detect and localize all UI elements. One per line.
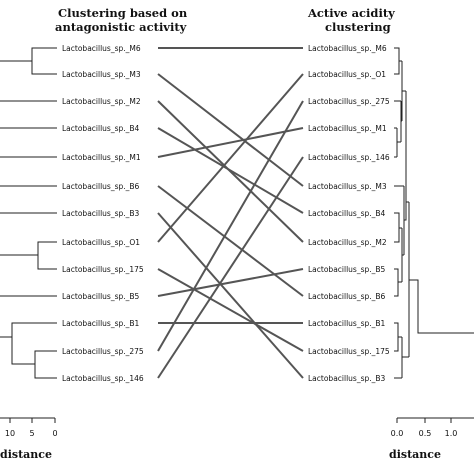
left-branch-o1-175 <box>0 241 57 270</box>
connector-b3 <box>157 212 304 379</box>
left-leaf-m3: Lactobacillus_sp._M3 <box>62 70 141 79</box>
connector-b4 <box>157 127 304 214</box>
right-leaf-275: Lactobacillus_sp._275 <box>308 97 390 106</box>
connector-lines <box>157 47 304 379</box>
left-axis-line <box>0 417 56 423</box>
right-leaf-b4: Lactobacillus_sp._B4 <box>308 209 386 218</box>
left-leaf-146: Lactobacillus_sp._146 <box>62 374 144 383</box>
right-leaf-b5: Lactobacillus_sp._B5 <box>308 265 386 274</box>
connector-146 <box>157 156 304 379</box>
connector-m1 <box>157 127 304 158</box>
connector-o1 <box>157 73 304 243</box>
right-cluster-top <box>394 47 409 297</box>
left-branch-b1-275-146 <box>0 322 57 379</box>
left-axis-label: distance <box>0 448 52 461</box>
right-leaf-o1: Lactobacillus_sp._O1 <box>308 70 386 79</box>
right-leaf-146: Lactobacillus_sp._146 <box>308 153 390 162</box>
left-axis-tick-5: 5 <box>29 429 34 438</box>
left-axis-tick-10: 10 <box>5 429 15 438</box>
right-dendrogram <box>394 47 474 379</box>
left-leaf-b5: Lactobacillus_sp._B5 <box>62 292 140 301</box>
right-cluster-bottom <box>394 202 474 379</box>
right-leaf-175: Lactobacillus_sp._175 <box>308 347 390 356</box>
left-leaf-b6: Lactobacillus_sp._B6 <box>62 182 140 191</box>
connector-b6 <box>157 185 304 297</box>
left-leaf-b1: Lactobacillus_sp._B1 <box>62 319 140 328</box>
right-leaf-b6: Lactobacillus_sp._B6 <box>308 292 386 301</box>
left-leaf-labels: Lactobacillus_sp._M6 Lactobacillus_sp._M3… <box>62 44 144 383</box>
left-axis: 10 5 0 distance <box>0 417 58 461</box>
right-axis-tick-0: 0.0 <box>391 429 404 438</box>
left-title-line1: Clustering based on <box>58 6 188 20</box>
left-axis-tick-0: 0 <box>52 429 57 438</box>
left-leaf-b3: Lactobacillus_sp._B3 <box>62 209 140 218</box>
right-leaf-m1: Lactobacillus_sp._M1 <box>308 124 387 133</box>
right-leaf-m2: Lactobacillus_sp._M2 <box>308 238 387 247</box>
right-leaf-b1: Lactobacillus_sp._B1 <box>308 319 386 328</box>
connector-275 <box>157 100 304 352</box>
right-title-line1: Active acidity <box>307 6 395 20</box>
left-leaf-b4: Lactobacillus_sp._B4 <box>62 124 140 133</box>
left-leaf-m6: Lactobacillus_sp._M6 <box>62 44 141 53</box>
connector-m3 <box>157 73 304 187</box>
right-axis: 0.0 0.5 1.0 distance <box>389 417 474 461</box>
right-axis-label: distance <box>389 448 441 461</box>
connector-175 <box>157 268 304 352</box>
left-leaf-175: Lactobacillus_sp._175 <box>62 265 144 274</box>
right-leaf-labels: Lactobacillus_sp._M6 Lactobacillus_sp._O1… <box>308 44 390 383</box>
left-leaf-275: Lactobacillus_sp._275 <box>62 347 144 356</box>
right-axis-tick-05: 0.5 <box>419 429 432 438</box>
left-dendrogram <box>0 47 57 379</box>
right-leaf-m6: Lactobacillus_sp._M6 <box>308 44 387 53</box>
right-axis-line <box>396 417 474 423</box>
left-leaf-m1: Lactobacillus_sp._M1 <box>62 153 141 162</box>
connector-b5 <box>157 268 304 297</box>
right-axis-tick-1: 1.0 <box>445 429 458 438</box>
right-leaf-b3: Lactobacillus_sp._B3 <box>308 374 386 383</box>
right-title-line2: clustering <box>325 20 391 34</box>
right-leaf-m3: Lactobacillus_sp._M3 <box>308 182 387 191</box>
left-leaf-m2: Lactobacillus_sp._M2 <box>62 97 141 106</box>
left-branch-m6-m3 <box>0 47 57 75</box>
left-leaf-o1: Lactobacillus_sp._O1 <box>62 238 140 247</box>
left-title-line2: antagonistic activity <box>55 20 187 34</box>
